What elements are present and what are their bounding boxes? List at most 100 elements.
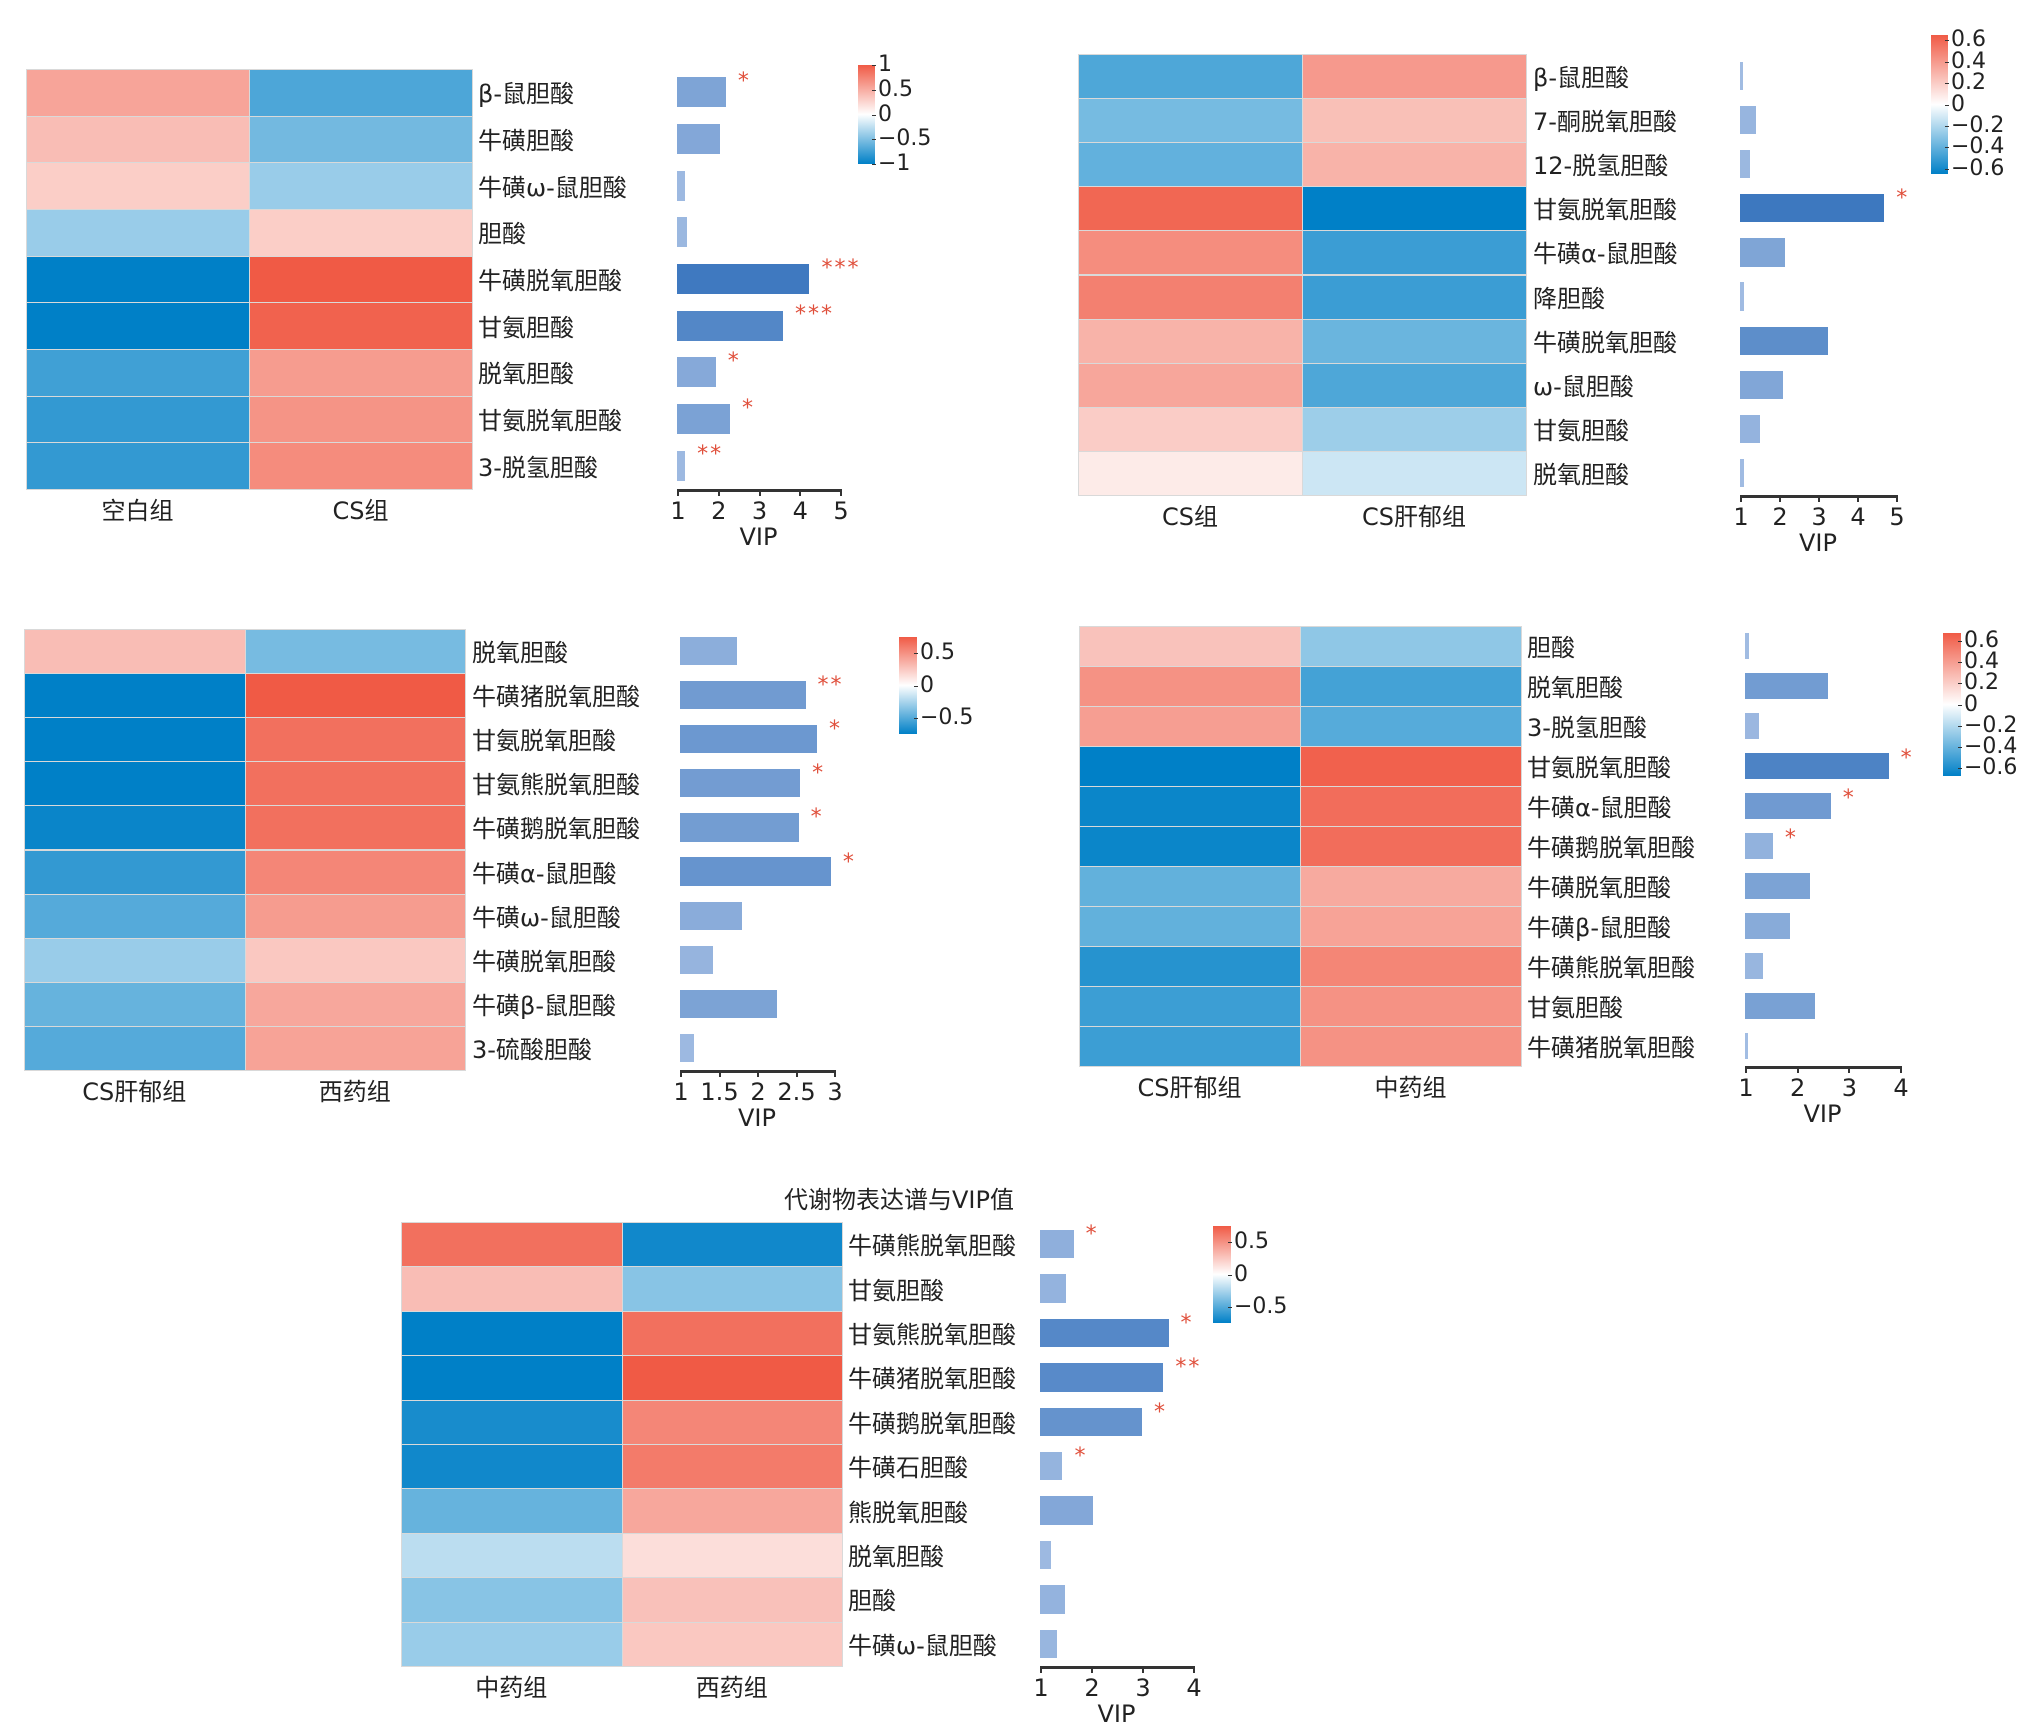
heatmap-cell: [26, 69, 250, 117]
heatmap-cell: [1302, 98, 1527, 144]
heatmap-cell: [1079, 666, 1301, 707]
row-label: 牛磺α-鼠胆酸: [472, 859, 617, 888]
colorbar-tick: [1958, 662, 1962, 664]
heatmap-cell: [24, 893, 246, 939]
vip-bar: [1740, 414, 1760, 443]
row-label: 牛磺ω-鼠胆酸: [478, 173, 627, 202]
colorbar-tick: [1958, 683, 1962, 685]
heatmap-cell: [244, 937, 466, 983]
vip-bar: [1740, 106, 1756, 135]
heatmap-cell: [1079, 626, 1301, 667]
vip-bar: [680, 769, 801, 798]
heatmap-cell: [621, 1266, 843, 1312]
colorbar-tick-label: 0: [1964, 691, 1978, 717]
row-label: 胆酸: [478, 220, 526, 249]
vip-bar: [680, 636, 737, 666]
colorbar-tick: [1945, 125, 1949, 127]
vip-tick-label: 3: [1135, 1674, 1151, 1702]
colorbar-tick: [872, 114, 876, 116]
vip-bar: [677, 450, 686, 481]
colorbar-tick-label: −0.4: [1964, 733, 2018, 759]
row-label: 胆酸: [848, 1587, 896, 1616]
colorbar-tick-label: −0.2: [1964, 712, 2018, 738]
vip-axis-tick: [1896, 495, 1898, 502]
heatmap-cell: [26, 395, 250, 444]
vip-bar: [677, 404, 730, 434]
vip-bar: [1740, 150, 1750, 179]
vip-bar: [680, 813, 799, 842]
chart-title: 代谢物表达谱与VIP值: [784, 1186, 1014, 1214]
colorbar: [1943, 633, 1961, 776]
vip-bar: [1740, 282, 1744, 311]
row-label: 牛磺猪脱氧胆酸: [472, 683, 640, 712]
vip-bar: [680, 725, 818, 754]
vip-bar: [1745, 793, 1831, 819]
colorbar-tick: [1228, 1274, 1232, 1276]
vip-tick-label: 3: [1841, 1074, 1857, 1102]
heatmap-cell: [401, 1488, 623, 1534]
vip-bar: [1740, 61, 1743, 91]
vip-bar: [1745, 913, 1791, 939]
row-label: 甘氨熊脱氧胆酸: [848, 1321, 1016, 1349]
vip-axis-tick: [1796, 1066, 1799, 1073]
significance-mark: *: [1074, 1444, 1088, 1469]
heatmap-cell: [1302, 406, 1527, 452]
row-label: 甘氨脱氧胆酸: [478, 407, 622, 435]
row-label: ω-鼠胆酸: [1533, 372, 1634, 401]
heatmap-cell: [1300, 946, 1522, 987]
heatmap-cell: [26, 442, 250, 490]
heatmap-cell: [244, 673, 466, 719]
colorbar-tick: [1945, 61, 1949, 63]
heatmap-cell: [249, 442, 473, 490]
heatmap-cell: [621, 1399, 843, 1445]
heatmap-cell: [621, 1355, 843, 1401]
vip-bar: [1040, 1274, 1066, 1303]
row-label: 牛磺胆酸: [478, 127, 574, 155]
heatmap-cell: [26, 162, 250, 210]
vip-axis-tick: [1142, 1666, 1144, 1673]
row-label: 牛磺猪脱氧胆酸: [848, 1365, 1016, 1394]
group-label: 中药组: [475, 1674, 548, 1702]
group-label: CS组: [332, 497, 389, 525]
colorbar-tick: [1228, 1242, 1232, 1244]
significance-mark: *: [741, 395, 755, 421]
vip-tick-label: 3: [827, 1078, 843, 1106]
vip-bar: [1745, 953, 1764, 979]
significance-mark: *: [1842, 786, 1856, 811]
vip-bar: [1040, 1496, 1093, 1525]
colorbar-tick: [1945, 168, 1949, 170]
heatmap-cell: [401, 1266, 623, 1312]
vip-bar: [1740, 458, 1744, 488]
heatmap-cell: [1300, 746, 1522, 787]
heatmap-cell: [249, 69, 473, 117]
heatmap-cell: [24, 937, 246, 983]
colorbar-tick: [1228, 1306, 1232, 1308]
colorbar-tick-label: −0.6: [1964, 754, 2018, 780]
group-label: 空白组: [101, 497, 174, 525]
vip-axis-tick: [718, 1070, 721, 1077]
row-label: 牛磺脱氧胆酸: [472, 947, 616, 976]
heatmap-cell: [244, 717, 466, 763]
row-label: 甘氨胆酸: [478, 313, 574, 342]
heatmap-cell: [401, 1621, 623, 1667]
heatmap-cell: [621, 1621, 843, 1667]
row-label: 脱氧胆酸: [478, 360, 574, 389]
vip-tick-label: 1: [1733, 503, 1749, 531]
colorbar-tick-label: 0.6: [1951, 27, 1986, 53]
heatmap-cell: [1078, 54, 1303, 100]
heatmap-cell: [1078, 362, 1303, 408]
group-label: CS肝郁组: [1137, 1074, 1242, 1102]
vip-tick-label: 3: [751, 497, 768, 525]
vip-bar: [1040, 1407, 1142, 1436]
row-label: 牛磺α-鼠胆酸: [1527, 794, 1672, 822]
heatmap-cell: [1078, 186, 1303, 232]
row-label: 甘氨胆酸: [1527, 994, 1623, 1022]
row-label: 甘氨熊脱氧胆酸: [472, 771, 640, 800]
vip-bar: [1040, 1318, 1169, 1348]
row-label: 牛磺ω-鼠胆酸: [472, 903, 621, 932]
significance-mark: *: [727, 349, 741, 374]
vip-bar: [1745, 873, 1811, 899]
heatmap-cell: [24, 761, 246, 807]
vip-axis-title: VIP: [1803, 1100, 1842, 1128]
heatmap-cell: [1300, 866, 1522, 907]
